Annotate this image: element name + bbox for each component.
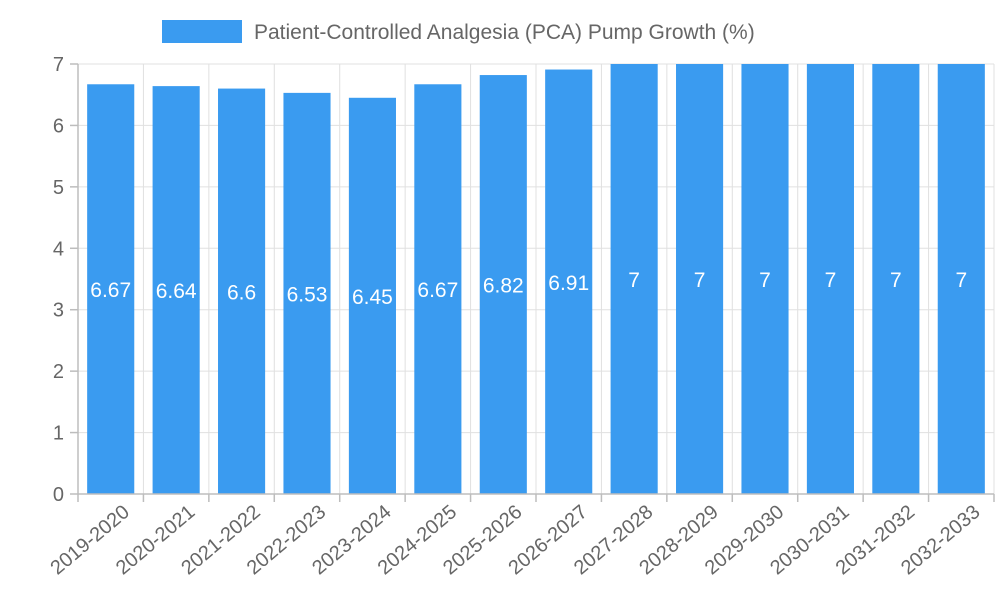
bar <box>806 64 854 494</box>
y-axis-ticks: 0 1 2 3 4 5 6 7 <box>53 54 64 506</box>
axes <box>70 63 995 502</box>
bar <box>479 75 527 495</box>
legend-label: Patient-Controlled Analgesia (PCA) Pump … <box>254 21 755 44</box>
bar <box>610 64 658 494</box>
bar <box>872 64 920 494</box>
x-axis-ticks: 2019-20202020-20212021-20222022-20232023… <box>47 501 985 579</box>
bar-value-label: 6.82 <box>483 275 524 298</box>
bar-value-label: 7 <box>628 269 640 292</box>
bar-labels: 6.67 6.64 6.6 6.53 6.45 6.67 6.82 6.91 7 7 7 7 7 7 <box>90 269 967 309</box>
bar-value-label: 6.67 <box>90 279 131 302</box>
bar <box>348 97 396 495</box>
bar <box>152 86 200 494</box>
bar <box>87 84 135 495</box>
bar <box>283 92 331 494</box>
legend: Patient-Controlled Analgesia (PCA) Pump … <box>162 20 755 44</box>
bar <box>218 88 266 495</box>
bar-value-label: 6.64 <box>156 280 197 303</box>
bar-value-label: 6.67 <box>417 279 458 302</box>
bar-value-label: 7 <box>955 269 967 292</box>
y-tick-label: 2 <box>53 361 64 383</box>
bar-value-label: 6.6 <box>227 281 256 304</box>
y-tick-label: 0 <box>53 484 64 506</box>
bar <box>937 64 985 494</box>
y-tick-label: 4 <box>53 238 64 260</box>
bars <box>87 64 985 495</box>
bar-value-label: 7 <box>890 269 902 292</box>
bar-value-label: 6.45 <box>352 286 393 309</box>
bar-value-label: 6.91 <box>548 272 589 295</box>
bar-value-label: 6.53 <box>287 283 328 306</box>
y-tick-label: 1 <box>53 423 64 445</box>
y-tick-label: 7 <box>53 54 64 76</box>
y-tick-label: 5 <box>53 177 64 199</box>
y-tick-label: 6 <box>53 115 64 137</box>
bar <box>414 84 462 495</box>
y-tick-label: 3 <box>53 300 64 322</box>
bar <box>545 69 593 495</box>
bar <box>741 64 789 494</box>
grid <box>77 63 995 495</box>
bar-value-label: 7 <box>759 269 771 292</box>
bar-value-label: 7 <box>825 269 837 292</box>
legend-swatch <box>162 20 242 43</box>
bar <box>676 64 724 494</box>
bar-value-label: 7 <box>694 269 706 292</box>
